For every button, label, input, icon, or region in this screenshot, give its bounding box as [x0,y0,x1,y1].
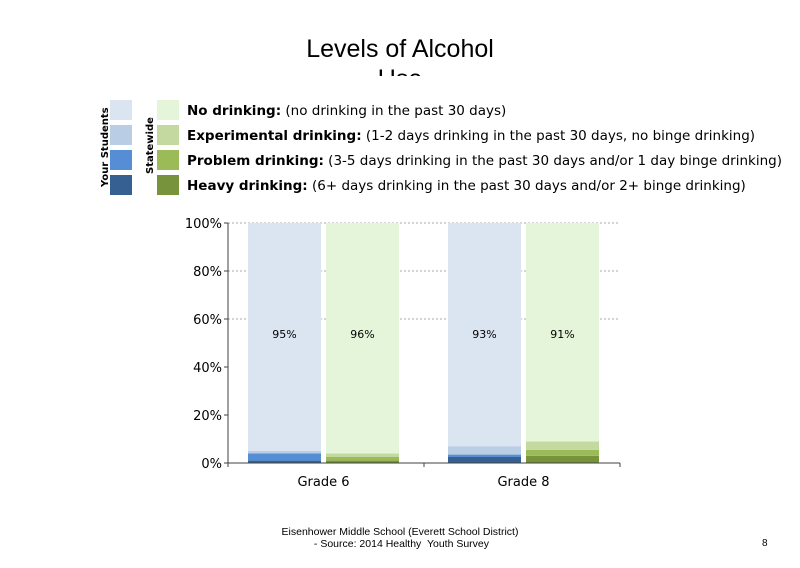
legend-item-experimental: Experimental drinking: (1-2 days drinkin… [187,128,756,144]
bar-segment-problem-drinking [248,453,321,461]
bar-segment-experimental-drinking [248,451,321,454]
legend-item-problem: Problem drinking: (3-5 days drinking in … [187,153,782,169]
legend-swatch-your-heavy [110,175,132,195]
legend-swatch-state-experimental [157,125,179,145]
bar-label: 93% [472,328,496,341]
legend-swatch-state-problem [157,150,179,170]
bar-segment-heavy-drinking [326,460,399,463]
footer-school: Eisenhower Middle School (Everett School… [281,526,519,538]
legend-swatch-state-heavy [157,175,179,195]
y-tick-label: 20% [193,409,222,424]
bar-segment-heavy-drinking [448,457,521,463]
chart-title-area: Levels of Alcohol Use [0,34,800,76]
footer-source: Eisenhower Middle School (Everett School… [220,526,580,550]
x-tick-label: Grade 8 [497,475,549,490]
bar-segment-no-drinking [526,223,599,442]
bar-segment-heavy-drinking [248,460,321,463]
bar-label: 91% [550,328,574,341]
y-tick-label: 0% [201,457,222,472]
footer-source-line: - Source: 2014 Healthy Youth Survey [310,538,490,550]
y-tick-label: 100% [185,217,222,232]
bar-segment-no-drinking [248,223,321,451]
bar-segment-experimental-drinking [526,441,599,450]
bar-segment-problem-drinking [448,454,521,457]
legend-item-heavy: Heavy drinking: (6+ days drinking in the… [187,178,746,194]
bar-segment-experimental-drinking [448,446,521,455]
legend-swatch-your-problem [110,150,132,170]
bar-segment-no-drinking [326,223,399,454]
bar-segment-problem-drinking [526,449,599,456]
bar-segment-experimental-drinking [326,453,399,457]
bar-label: 96% [350,328,374,341]
page-number: 8 [762,538,768,549]
legend-swatch-state-no [157,100,179,120]
bar-segment-heavy-drinking [526,455,599,463]
y-tick-label: 40% [193,361,222,376]
x-tick-label: Grade 6 [297,475,349,490]
y-tick-label: 60% [193,313,222,328]
bar-label: 95% [272,328,296,341]
chart-title: Levels of Alcohol Use [306,35,494,76]
y-tick-label: 80% [193,265,222,280]
legend-item-no-drinking: No drinking: (no drinking in the past 30… [187,103,507,119]
legend-swatch-your-experimental [110,125,132,145]
bar-segment-no-drinking [448,223,521,447]
legend-swatch-your-no [110,100,132,120]
bar-segment-problem-drinking [326,457,399,461]
